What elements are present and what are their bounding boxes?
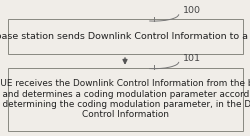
FancyBboxPatch shape [8,68,242,131]
Text: The UE receives the Downlink Control Information from the base
station, and dete: The UE receives the Downlink Control Inf… [0,79,250,119]
FancyBboxPatch shape [8,19,242,54]
Text: A base station sends Downlink Control Information to a UE: A base station sends Downlink Control In… [0,32,250,41]
Text: 101: 101 [182,54,200,63]
Text: 100: 100 [182,6,200,15]
